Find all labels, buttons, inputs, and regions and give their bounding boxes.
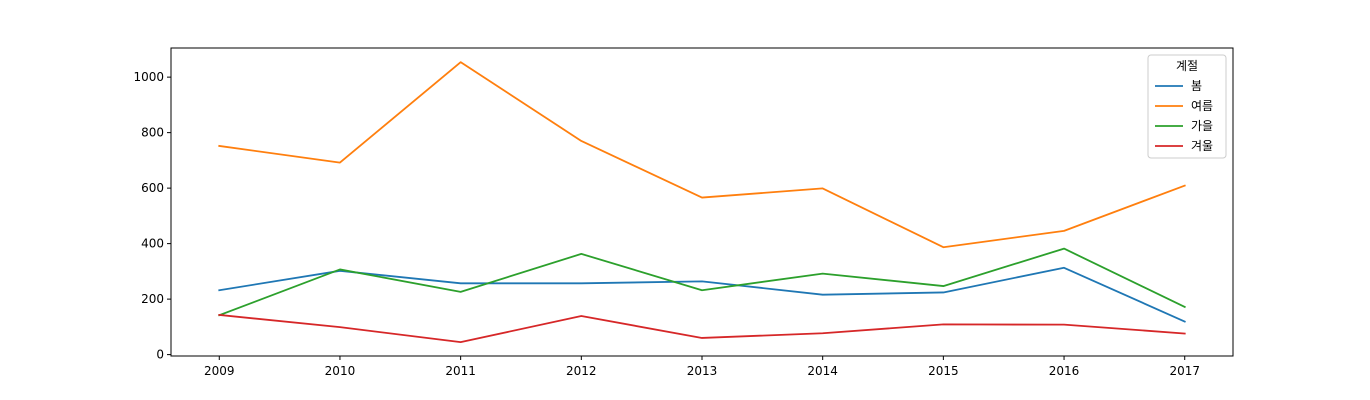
y-tick-label: 0 — [156, 348, 164, 362]
series-line-4 — [218, 313, 1186, 344]
y-tick-label: 800 — [141, 126, 164, 140]
x-tick-label: 2015 — [928, 364, 959, 378]
series-line-3 — [218, 247, 1186, 317]
y-axis: 0 200 400 600 800 1000 — [133, 70, 171, 362]
y-tick-label: 600 — [141, 181, 164, 195]
legend-label: 가을 — [1191, 119, 1213, 133]
legend-label: 겨울 — [1191, 139, 1213, 153]
x-axis: 2009 2010 2011 2012 2013 2014 2015 2016 2017 — [204, 356, 1200, 378]
y-tick-label: 200 — [141, 292, 164, 306]
legend-label: 여름 — [1191, 99, 1213, 113]
y-tick-label: 1000 — [133, 70, 164, 84]
series-layer — [218, 61, 1186, 344]
x-tick-label: 2016 — [1049, 364, 1080, 378]
legend-box — [1147, 54, 1227, 159]
legend-label: 봄 — [1191, 79, 1202, 93]
y-tick-label: 400 — [141, 237, 164, 251]
plot-area — [170, 47, 1234, 357]
x-tick-label: 2010 — [325, 364, 356, 378]
x-tick-label: 2011 — [445, 364, 476, 378]
x-tick-label: 2017 — [1169, 364, 1200, 378]
x-tick-label: 2014 — [807, 364, 838, 378]
x-tick-label: 2009 — [204, 364, 235, 378]
series-line-2 — [218, 61, 1186, 249]
series-line-1 — [218, 266, 1186, 323]
x-tick-label: 2012 — [566, 364, 597, 378]
x-tick-label: 2013 — [687, 364, 718, 378]
legend-title: 계절 — [1176, 59, 1198, 73]
